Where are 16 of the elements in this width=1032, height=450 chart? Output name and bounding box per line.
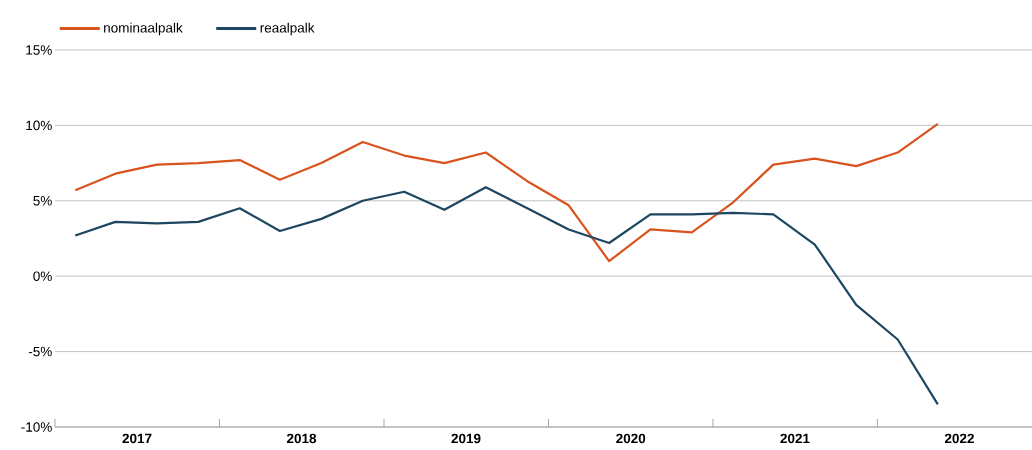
x-tick-label: 2020 [616,433,646,444]
y-tick-label: 15% [26,45,52,55]
line-series [74,186,939,406]
x-tick-label: 2022 [944,433,974,444]
x-tick-label: 2019 [451,433,481,444]
y-tick-label: -5% [28,346,52,357]
line-series [74,122,939,263]
x-tick-label: 2021 [780,433,810,444]
legend-label: reaalpalk [260,22,315,36]
y-tick-label: 10% [26,120,52,131]
x-tick-label: 2018 [286,433,317,444]
y-tick-label: 0% [33,271,52,281]
y-tick-label: -10% [21,422,52,432]
legend-label: nominaalpalk [104,22,183,36]
y-tick-label: 5% [33,196,52,206]
x-tick-label: 2017 [122,433,152,444]
